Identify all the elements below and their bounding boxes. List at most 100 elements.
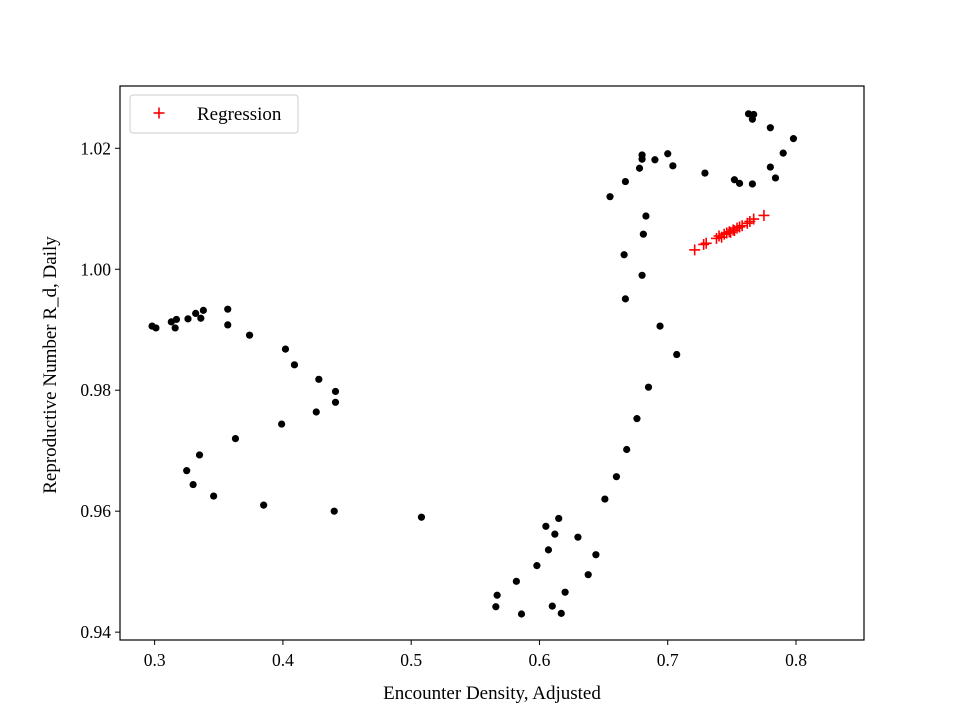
data-point [492,603,500,611]
data-point [331,398,340,406]
x-axis-label: Encounter Density, Adjusted [383,683,601,704]
x-tick-label: 0.7 [657,650,679,670]
data-point [184,315,192,323]
legend-box [129,94,299,134]
x-tick-label: 0.8 [785,650,807,670]
data-point [664,150,672,158]
regression-point [741,217,753,229]
data-point [606,193,614,201]
data-point [701,169,709,177]
data-point [195,451,204,459]
data-point [620,251,628,259]
data-point [771,174,780,182]
data-point [171,324,179,332]
data-point [601,495,609,503]
regression-point [710,232,722,244]
data-point [231,435,240,443]
data-point [555,514,563,523]
data-point [331,387,340,396]
data-points [148,110,798,618]
data-point [766,163,774,171]
data-point [592,551,600,559]
data-point [199,306,207,314]
y-tick-label: 0.96 [80,501,111,521]
data-point [621,177,630,186]
data-point [730,176,739,184]
regression-point [713,230,725,242]
y-tick-label: 0.98 [80,380,111,400]
data-point [315,375,323,383]
data-point [638,271,646,279]
data-point [517,610,526,618]
data-point [766,124,774,132]
data-point [224,305,232,313]
regression-point [718,228,730,240]
data-point [189,480,197,489]
data-point [417,513,426,521]
data-point [574,533,582,541]
data-point [635,164,644,172]
data-point [183,467,191,475]
data-point [621,295,630,303]
data-point [533,562,541,570]
x-tick-label: 0.3 [144,650,166,670]
data-point [548,602,556,610]
regression-point [748,213,760,225]
data-point [245,331,254,339]
regression-point [689,244,701,256]
x-tick-label: 0.5 [400,650,422,670]
data-point [789,135,798,143]
plot-frame [119,85,865,641]
y-tick-label: 0.94 [80,622,111,642]
data-point [748,180,757,188]
regression-point [734,221,746,233]
data-point [544,546,553,554]
regression-point [698,238,710,250]
legend-marker-regression [153,107,165,119]
data-point [561,588,569,596]
data-point [551,530,559,538]
data-point [557,609,565,617]
data-point [512,577,520,585]
data-point [639,230,647,238]
data-point [290,361,299,369]
data-point [152,324,160,332]
data-point [642,212,650,220]
axis-ticks: 0.3 0.4 0.5 0.6 0.7 0.8 0.94 0.96 0.98 1.00 1.02 [80,138,807,670]
x-tick-label: 0.4 [272,650,294,670]
data-point [224,321,232,329]
data-point [735,179,744,187]
data-point [584,571,592,579]
regression-point [758,209,770,221]
data-point [312,408,320,416]
x-tick-label: 0.6 [529,650,551,670]
data-point [493,591,501,599]
data-point [638,151,646,159]
data-point [281,345,290,353]
data-point [172,315,181,324]
legend-label-regression: Regression [197,104,282,125]
data-point [330,507,338,515]
regression-point [700,237,712,249]
y-tick-label: 1.02 [80,138,111,158]
data-point [748,115,757,123]
data-point [210,492,218,500]
data-point [656,322,664,330]
y-axis-label: Reproductive Number R_d, Daily [40,236,61,494]
data-point [260,501,268,509]
data-point [612,473,621,481]
regression-point [736,220,748,232]
legend-plus-icon [153,107,165,119]
y-tick-label: 1.00 [80,259,111,279]
data-point [633,415,641,423]
data-point [542,522,550,530]
data-point [651,156,659,164]
data-point [673,350,681,359]
legend: Regression [129,94,299,134]
data-point [192,309,200,318]
data-point [623,445,631,454]
data-point [644,383,653,391]
regression-point [731,222,743,234]
data-point [669,162,677,170]
